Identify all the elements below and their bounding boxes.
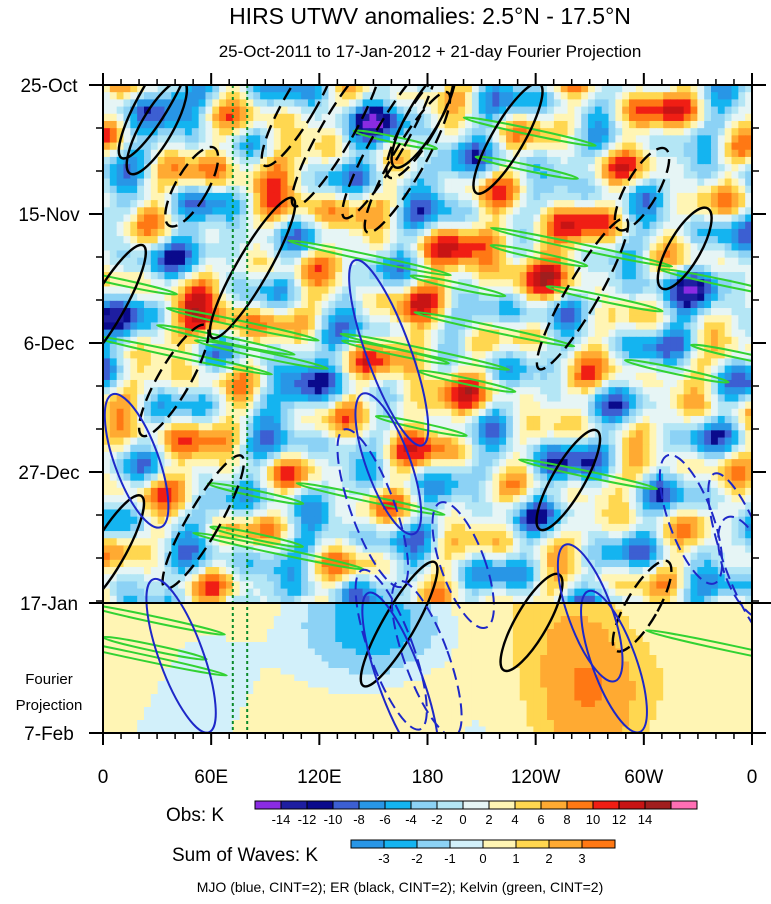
colorbar-level-label: 10 [586,812,600,827]
colorbar-swatch [359,801,385,809]
colorbar-swatch [483,840,516,848]
chart-title: HIRS UTWV anomalies: 2.5°N - 17.5°N [229,3,631,29]
colorbar-level-label: -3 [378,851,390,866]
colorbar-level-label: 4 [511,812,518,827]
colorbar-level-label: -14 [272,812,291,827]
x-tick-label: 120E [297,767,341,788]
obs-colorbar-label: Obs: K [166,805,224,826]
colorbar-swatch [515,801,541,809]
colorbar-level-label: -10 [324,812,343,827]
y-tick-label: 27-Dec [18,463,79,484]
colorbar-level-label: -8 [353,812,365,827]
plot-area [44,30,771,776]
colorbar-swatch [619,801,645,809]
colorbar-level-label: 14 [638,812,652,827]
colorbar-swatch [351,840,384,848]
colorbar-swatch [255,801,281,809]
colorbar-swatch [671,801,697,809]
colorbar-swatch [307,801,333,809]
colorbar-level-label: -2 [431,812,443,827]
colorbar-level-label: -6 [379,812,391,827]
colorbar-swatch [549,840,582,848]
colorbar-level-label: 6 [537,812,544,827]
colorbar-swatch [437,801,463,809]
x-tick-label: 180 [412,767,444,788]
obs-colorbar: -14 -12 -10 -8 -6 -4 -2 0 2 4 6 8 10 12 14 [255,801,697,827]
colorbar-swatch [516,840,549,848]
colorbar-level-label: -1 [444,851,456,866]
x-tick-label: 0 [747,767,758,788]
y-axis-labels: 25-Oct 15-Nov 6-Dec 27-Dec 17-Jan 7-Feb [18,76,80,745]
x-axis-labels: 0 60E 120E 180 120W 60W 0 [98,767,758,788]
y-tick-label: 7-Feb [24,724,74,745]
chart-subtitle: 25-Oct-2011 to 17-Jan-2012 + 21-day Four… [219,42,642,61]
x-tick-label: 0 [98,767,109,788]
projection-label-line1: Fourier [25,671,73,688]
colorbar-swatch [384,840,417,848]
colorbar-level-label: 0 [459,812,466,827]
colorbar-swatch [385,801,411,809]
x-tick-label: 60E [194,767,228,788]
colorbar-level-label: 2 [545,851,552,866]
colorbar-swatch [582,840,615,848]
anomaly-heatmap [103,85,753,734]
colorbar-swatch [411,801,437,809]
y-tick-label: 17-Jan [20,594,78,615]
x-tick-label: 120W [511,767,561,788]
colorbar-swatch [281,801,307,809]
colorbar-swatch [417,840,450,848]
waves-colorbar: -3 -2 -1 0 1 2 3 [351,840,615,866]
colorbar-level-label: 0 [479,851,486,866]
legend-note: MJO (blue, CINT=2); ER (black, CINT=2); … [197,879,604,895]
y-tick-label: 25-Oct [20,76,78,97]
colorbar-swatch [567,801,593,809]
colorbar-swatch [645,801,671,809]
projection-label-line2: Projection [16,697,83,714]
colorbar-level-label: -12 [298,812,317,827]
colorbar-swatch [463,801,489,809]
colorbar-level-label: 2 [485,812,492,827]
colorbar-swatch [450,840,483,848]
colorbar-level-label: 1 [512,851,519,866]
colorbar-level-label: 3 [578,851,585,866]
colorbar-level-label: 8 [563,812,570,827]
colorbar-level-label: 12 [612,812,626,827]
colorbar-swatch [489,801,515,809]
colorbar-level-label: -2 [411,851,423,866]
colorbar-swatch [593,801,619,809]
waves-colorbar-label: Sum of Waves: K [172,845,318,866]
colorbar-swatch [541,801,567,809]
y-tick-label: 15-Nov [18,205,80,226]
y-tick-label: 6-Dec [24,334,75,355]
colorbar-level-label: -4 [405,812,417,827]
colorbar-swatch [333,801,359,809]
x-tick-label: 60W [624,767,663,788]
